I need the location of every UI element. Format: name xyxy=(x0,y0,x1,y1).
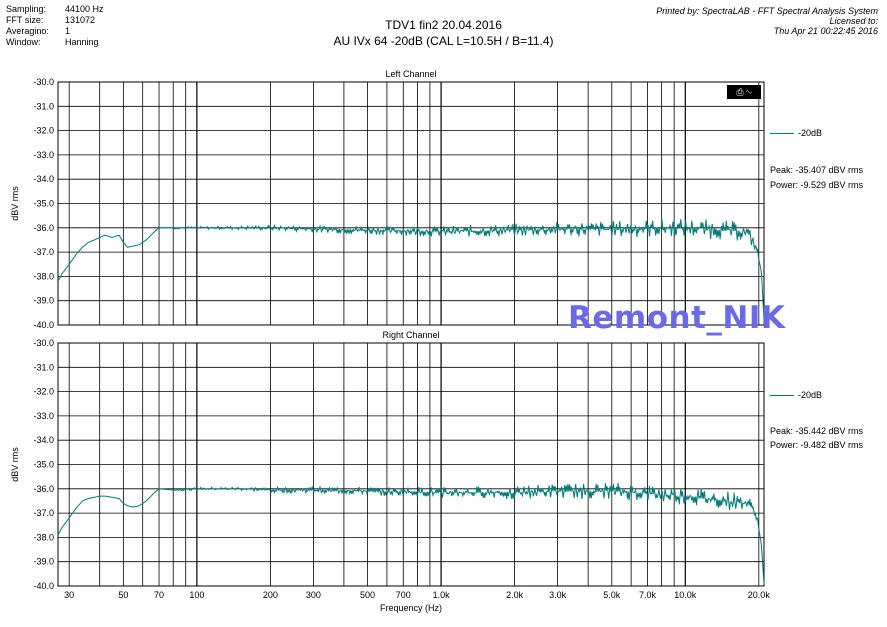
window-value: Hanning xyxy=(65,37,99,47)
y-tick-label: -33.0 xyxy=(33,411,54,421)
timestamp: Thu Apr 21 00:22:45 2016 xyxy=(773,26,878,36)
y-tick-label: -33.0 xyxy=(33,150,54,160)
y-tick-label: -32.0 xyxy=(33,387,54,397)
licensed-to: Licensed to: xyxy=(829,16,878,26)
peak-left: Peak: -35.407 dBV rms xyxy=(770,165,864,175)
legend-swatch-left xyxy=(770,133,794,134)
y-tick-label: -34.0 xyxy=(33,174,54,184)
y-tick-label: -38.0 xyxy=(33,532,54,542)
x-tick-label: 500 xyxy=(360,590,375,600)
y-tick-label: -39.0 xyxy=(33,557,54,567)
x-tick-label: 3.0k xyxy=(549,590,567,600)
y-tick-label: -31.0 xyxy=(33,362,54,372)
y-tick-label: -36.0 xyxy=(33,223,54,233)
y-tick-label: -35.0 xyxy=(33,460,54,470)
sampling-value: 44100 Hz xyxy=(65,4,104,14)
peak-right: Peak: -35.442 dBV rms xyxy=(770,426,864,436)
window-label: Window: xyxy=(6,37,41,47)
y-tick-label: -31.0 xyxy=(33,101,54,111)
y-tick-label: -30.0 xyxy=(33,77,54,87)
chart-subtitle: AU IVx 64 -20dB (CAL L=10.5H / B=11.4) xyxy=(333,34,554,48)
fft-size-value: 131072 xyxy=(65,15,96,25)
y-tick-label: -37.0 xyxy=(33,247,54,257)
y-tick-label: -30.0 xyxy=(33,338,54,348)
x-tick-label: 50 xyxy=(118,590,128,600)
x-tick-label: 300 xyxy=(306,590,321,600)
y-tick-label: -39.0 xyxy=(33,296,54,306)
y-tick-label: -35.0 xyxy=(33,199,54,209)
sampling-label: Sampling: xyxy=(6,4,47,14)
power-left: Power: -9.529 dBV rms xyxy=(770,180,864,190)
chart-title: TDV1 fin2 20.04.2016 xyxy=(385,18,502,32)
y-axis-label: dBV rms xyxy=(10,447,20,482)
x-tick-label: 200 xyxy=(263,590,278,600)
legend-label-right: -20dB xyxy=(798,390,823,400)
y-tick-label: -40.0 xyxy=(33,581,54,591)
x-tick-label: 2.0k xyxy=(506,590,524,600)
x-tick-label: 10.0k xyxy=(674,590,697,600)
x-tick-label: 20.0k xyxy=(748,590,771,600)
x-tick-label: 70 xyxy=(154,590,164,600)
y-tick-label: -32.0 xyxy=(33,126,54,136)
y-tick-label: -37.0 xyxy=(33,508,54,518)
legend-swatch-right xyxy=(770,395,794,396)
x-tick-label: 7.0k xyxy=(639,590,657,600)
right-channel-title: Right Channel xyxy=(382,330,440,340)
x-axis-label: Frequency (Hz) xyxy=(380,603,442,613)
y-tick-label: -40.0 xyxy=(33,320,54,330)
series-line xyxy=(57,483,765,584)
y-tick-label: -34.0 xyxy=(33,435,54,445)
x-tick-label: 30 xyxy=(64,590,74,600)
legend-label-left: -20dB xyxy=(798,128,823,138)
left-channel-title: Left Channel xyxy=(385,69,437,79)
averaging-value: 1 xyxy=(65,26,71,36)
y-tick-label: -36.0 xyxy=(33,484,54,494)
printed-by: Printed by: SpectraLAB - FFT Spectral An… xyxy=(656,6,878,16)
print-wave-icon[interactable]: ⎙ ∿ xyxy=(727,85,761,99)
averaging-label: Averagino: xyxy=(6,26,49,36)
x-tick-label: 100 xyxy=(189,590,204,600)
series-line xyxy=(57,219,765,321)
x-tick-label: 5.0k xyxy=(603,590,621,600)
fft-size-label: FFT size: xyxy=(6,15,44,25)
x-tick-label: 1.0k xyxy=(433,590,451,600)
y-tick-label: -38.0 xyxy=(33,271,54,281)
y-axis-label: dBV rms xyxy=(10,186,20,221)
x-tick-label: 700 xyxy=(396,590,411,600)
watermark: Remont_NIK xyxy=(568,300,786,336)
power-right: Power: -9.482 dBV rms xyxy=(770,440,864,450)
